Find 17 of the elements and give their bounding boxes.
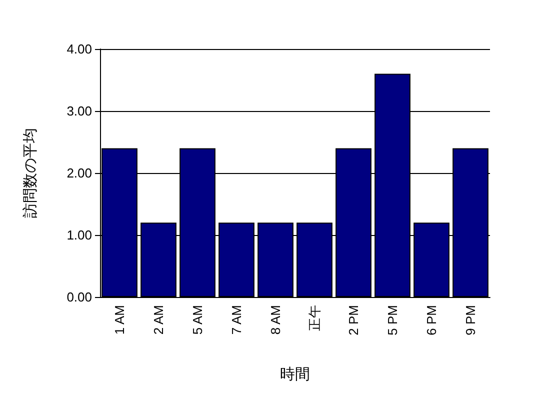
x-tick-label: 9 PM [463, 305, 478, 336]
x-axis-title: 時間 [280, 366, 310, 383]
y-axis-title: 訪問数の平均 [22, 128, 39, 218]
x-tick-label: 5 PM [385, 305, 400, 336]
y-tick-label: 3.00 [66, 104, 92, 118]
x-tick-label: 1 AM [112, 305, 127, 335]
x-tick-label: 正午 [307, 305, 322, 331]
y-tick-label: 0.00 [66, 290, 92, 304]
x-tick-label: 7 AM [229, 305, 244, 335]
x-tick-label: 2 PM [346, 305, 361, 336]
y-tick-label: 4.00 [66, 42, 92, 56]
x-tick-label: 6 PM [424, 305, 439, 336]
y-tick-label: 2.00 [66, 166, 92, 180]
x-tick-label: 8 AM [268, 305, 283, 335]
x-tick-label: 2 AM [151, 305, 166, 335]
x-tick-label: 5 AM [190, 305, 205, 335]
y-tick-label: 1.00 [66, 228, 92, 242]
